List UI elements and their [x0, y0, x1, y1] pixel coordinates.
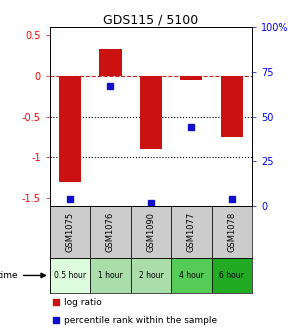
- Text: 4 hour: 4 hour: [179, 271, 204, 280]
- Bar: [180, 76, 202, 80]
- Bar: [50, 206, 90, 257]
- Text: percentile rank within the sample: percentile rank within the sample: [64, 316, 217, 325]
- Text: GSM1090: GSM1090: [146, 212, 155, 252]
- Bar: [59, 76, 81, 182]
- Text: GSM1076: GSM1076: [106, 212, 115, 252]
- Text: 6 hour: 6 hour: [219, 271, 244, 280]
- Text: log ratio: log ratio: [64, 298, 102, 307]
- Bar: [99, 49, 122, 76]
- Bar: [90, 206, 131, 257]
- Text: 2 hour: 2 hour: [139, 271, 163, 280]
- Bar: [171, 257, 212, 293]
- Bar: [140, 76, 162, 149]
- Bar: [131, 257, 171, 293]
- Bar: [212, 257, 252, 293]
- Bar: [212, 206, 252, 257]
- Text: 0.5 hour: 0.5 hour: [54, 271, 86, 280]
- Bar: [131, 206, 171, 257]
- Text: GSM1077: GSM1077: [187, 212, 196, 252]
- Bar: [171, 206, 212, 257]
- Text: GSM1078: GSM1078: [227, 212, 236, 252]
- Bar: [90, 257, 131, 293]
- Text: time: time: [0, 271, 45, 280]
- Title: GDS115 / 5100: GDS115 / 5100: [103, 14, 199, 27]
- Text: 1 hour: 1 hour: [98, 271, 123, 280]
- Bar: [221, 76, 243, 137]
- Text: GSM1075: GSM1075: [66, 212, 74, 252]
- Bar: [50, 257, 90, 293]
